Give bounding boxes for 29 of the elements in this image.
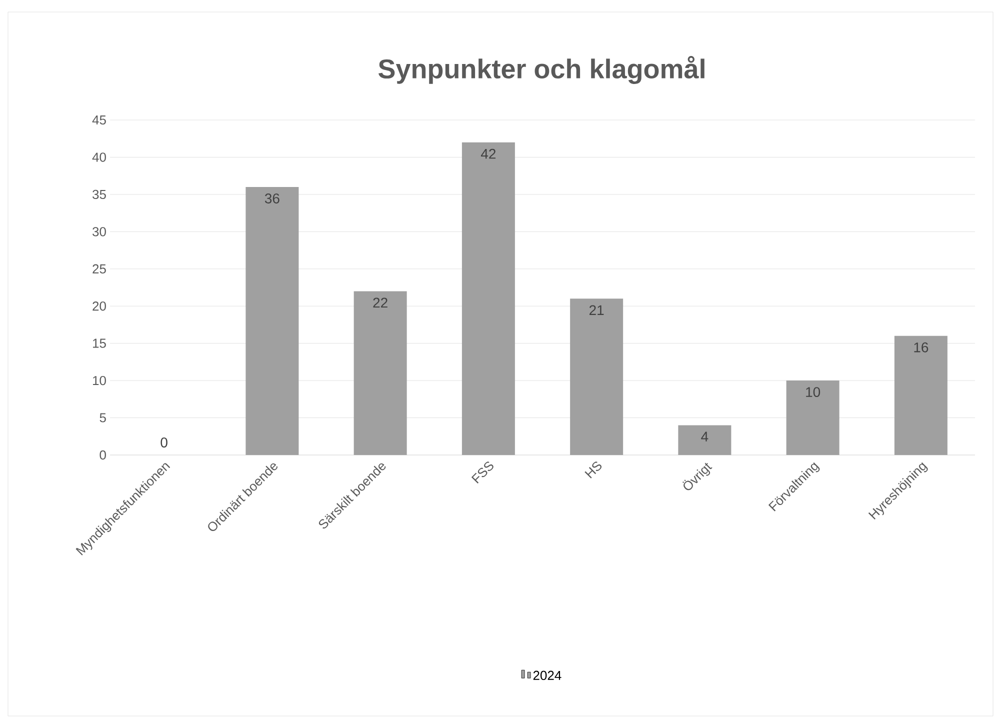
bar	[570, 298, 624, 455]
bar	[786, 380, 840, 455]
data-label: 10	[806, 387, 820, 398]
y-tick-label: 45	[92, 115, 106, 125]
data-label: 4	[701, 432, 708, 442]
data-label: 21	[589, 305, 604, 315]
bar	[678, 425, 732, 455]
legend-label: 2024	[533, 670, 562, 680]
bar	[894, 336, 948, 455]
y-tick-label: 40	[92, 152, 106, 162]
y-tick-label: 35	[92, 190, 106, 200]
bar	[354, 291, 407, 455]
bar	[462, 142, 515, 455]
data-label: 42	[480, 148, 496, 159]
y-tick-label: 5	[100, 413, 106, 422]
data-label: 36	[264, 194, 280, 204]
data-label: 0	[160, 438, 168, 448]
y-tick-label: 15	[93, 338, 106, 348]
y-tick-label: 25	[92, 264, 106, 274]
y-tick-label: 10	[93, 376, 106, 386]
chart-title: Synpunkter och klagomål	[378, 56, 704, 84]
data-label: 22	[373, 298, 388, 308]
bar	[246, 187, 299, 455]
x-tick-label: FSS	[471, 462, 494, 484]
data-label: 16	[914, 342, 928, 352]
y-tick-label: 0	[100, 450, 106, 460]
y-tick-label: 30	[92, 227, 106, 236]
x-tick-label: HS	[584, 462, 602, 478]
y-tick-label: 20	[92, 302, 106, 311]
